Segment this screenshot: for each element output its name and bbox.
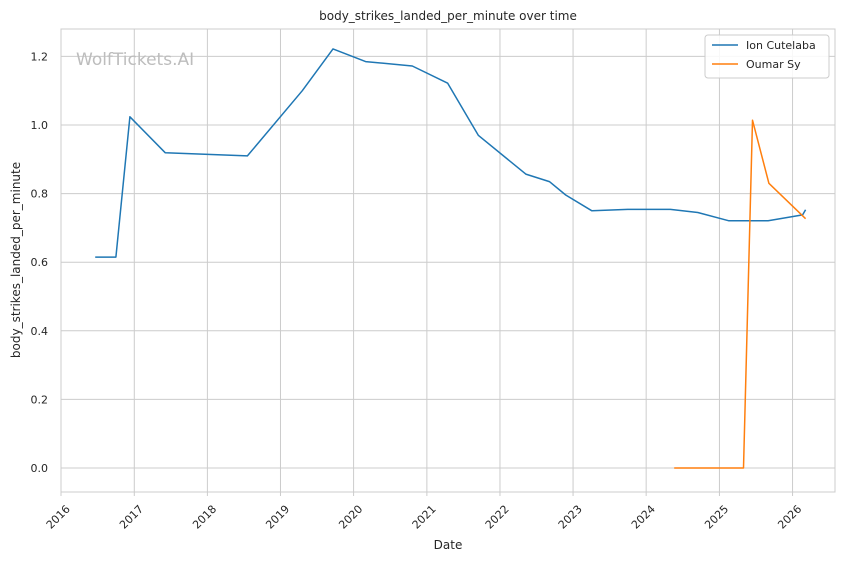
x-tick-label: 2016 xyxy=(44,503,73,532)
x-tick-label: 2022 xyxy=(483,503,512,532)
x-tick-label: 2023 xyxy=(556,503,585,532)
legend-label-oumar-sy: Oumar Sy xyxy=(746,58,801,71)
y-tick-label: 0.4 xyxy=(31,325,49,338)
x-tick-label: 2024 xyxy=(629,503,658,532)
series-line-ion-cutelaba xyxy=(95,48,807,258)
x-tick-label: 2021 xyxy=(410,503,439,532)
x-tick-label: 2019 xyxy=(263,503,292,532)
x-tick-label: 2017 xyxy=(117,503,146,532)
legend: Ion Cutelaba Oumar Sy xyxy=(704,34,830,79)
y-tick-label: 0.2 xyxy=(31,393,49,406)
x-tick-label: 2018 xyxy=(190,503,219,532)
y-axis-label: body_strikes_landed_per_minute xyxy=(9,162,23,358)
series-group xyxy=(95,48,807,469)
grid xyxy=(60,29,835,492)
y-tick-label: 0.6 xyxy=(31,256,49,269)
plot-frame xyxy=(60,28,836,493)
x-axis-label: Date xyxy=(434,538,463,552)
x-axis-ticks: 2016 2017 2018 2019 2020 2021 2022 2023 2024 2025… xyxy=(44,492,804,532)
y-tick-label: 1.0 xyxy=(31,119,49,132)
x-tick-label: 2025 xyxy=(702,503,731,532)
y-tick-label: 1.2 xyxy=(31,50,49,63)
y-tick-label: 0.0 xyxy=(31,462,49,475)
chart-title: body_strikes_landed_per_minute over time xyxy=(319,9,577,23)
series-line-oumar-sy xyxy=(674,119,807,469)
y-tick-label: 0.8 xyxy=(31,188,49,201)
y-axis-ticks: 0.0 0.2 0.4 0.6 0.8 1.0 1.2 xyxy=(31,50,49,475)
legend-label-ion-cutelaba: Ion Cutelaba xyxy=(746,39,816,52)
watermark: WolfTickets.AI xyxy=(76,50,194,70)
x-tick-label: 2020 xyxy=(336,503,365,532)
x-tick-label: 2026 xyxy=(775,503,804,532)
